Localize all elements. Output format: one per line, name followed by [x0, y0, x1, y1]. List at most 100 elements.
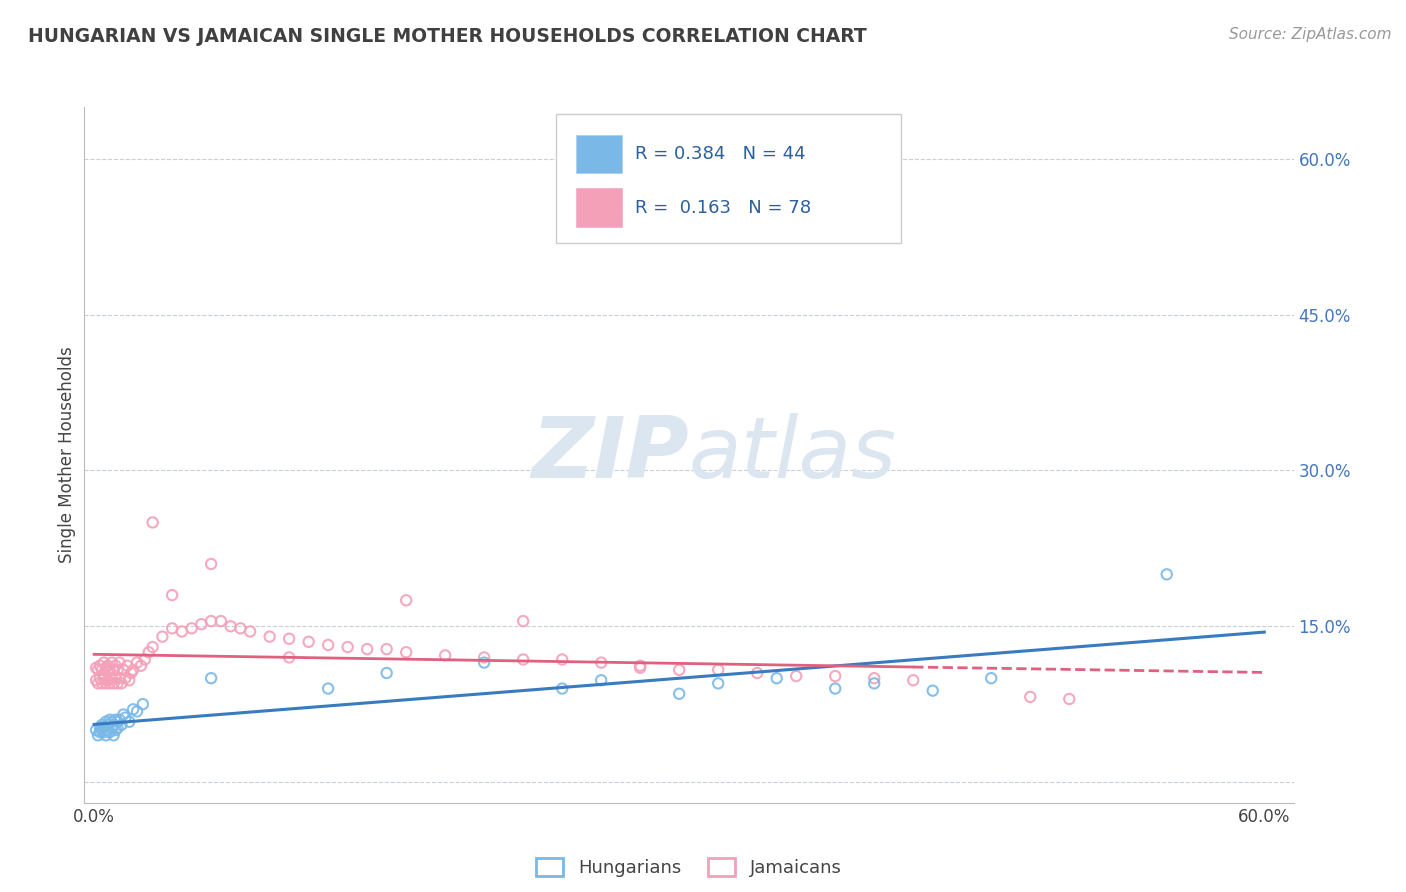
Point: [94, 714, 117, 729]
Point: [90, 718, 112, 732]
Point: [138, 645, 160, 659]
Point: [93, 656, 115, 670]
Point: [107, 676, 129, 690]
Point: [103, 718, 125, 732]
Point: [89, 721, 111, 735]
Point: [200, 557, 222, 571]
Point: [628, 661, 651, 675]
Point: [356, 642, 378, 657]
Point: [104, 723, 127, 738]
Point: [93, 720, 115, 734]
Point: [160, 621, 183, 635]
Point: [110, 718, 132, 732]
Point: [84, 723, 107, 738]
Point: [94, 728, 117, 742]
Point: [93, 671, 115, 685]
Point: [200, 614, 222, 628]
Point: [94, 676, 117, 690]
Point: [89, 725, 111, 739]
Point: [87, 676, 110, 690]
Point: [90, 663, 112, 677]
Point: [125, 656, 148, 670]
Point: [87, 728, 110, 742]
Point: [129, 658, 152, 673]
Point: [94, 661, 117, 675]
Point: [89, 671, 111, 685]
Point: [117, 658, 139, 673]
FancyBboxPatch shape: [576, 135, 623, 173]
Point: [104, 658, 127, 673]
Point: [824, 681, 846, 696]
Point: [98, 663, 121, 677]
Point: [229, 621, 252, 635]
Point: [160, 588, 183, 602]
Point: [1057, 692, 1080, 706]
Point: [98, 713, 121, 727]
Point: [98, 676, 121, 690]
Y-axis label: Single Mother Households: Single Mother Households: [58, 347, 76, 563]
Point: [785, 669, 807, 683]
Point: [375, 642, 398, 657]
Point: [114, 711, 136, 725]
Point: [472, 656, 495, 670]
Point: [375, 665, 398, 680]
Text: atlas: atlas: [689, 413, 897, 497]
Point: [434, 648, 457, 663]
Point: [668, 663, 690, 677]
Point: [219, 619, 242, 633]
Point: [104, 671, 127, 685]
Point: [84, 673, 107, 688]
Point: [150, 630, 173, 644]
Point: [98, 725, 121, 739]
Point: [200, 671, 222, 685]
Point: [190, 617, 212, 632]
Point: [107, 714, 129, 729]
Point: [90, 723, 112, 738]
Point: [591, 656, 613, 670]
Text: ZIP: ZIP: [531, 413, 689, 497]
Point: [93, 725, 115, 739]
Point: [125, 705, 148, 719]
Point: [112, 663, 135, 677]
FancyBboxPatch shape: [555, 114, 901, 243]
Point: [103, 663, 125, 677]
Point: [278, 650, 301, 665]
Point: [747, 665, 769, 680]
Point: [118, 673, 141, 688]
Point: [107, 663, 129, 677]
Point: [591, 673, 613, 688]
Point: [100, 671, 122, 685]
Point: [97, 723, 120, 738]
Point: [100, 656, 122, 670]
Point: [921, 683, 943, 698]
Point: [120, 665, 142, 680]
Point: [142, 516, 165, 530]
Point: [336, 640, 359, 654]
Point: [863, 671, 886, 685]
Point: [114, 671, 136, 685]
Point: [903, 673, 925, 688]
Point: [980, 671, 1002, 685]
Point: [180, 621, 202, 635]
Point: [316, 638, 339, 652]
Point: [87, 663, 110, 677]
Point: [395, 645, 418, 659]
Point: [863, 676, 886, 690]
Point: [110, 676, 132, 690]
Point: [97, 673, 120, 688]
Point: [707, 663, 730, 677]
Point: [122, 702, 145, 716]
Point: [100, 721, 122, 735]
Text: R = 0.384   N = 44: R = 0.384 N = 44: [634, 145, 806, 163]
Point: [132, 697, 155, 711]
Point: [1019, 690, 1042, 704]
Point: [278, 632, 301, 646]
Text: HUNGARIAN VS JAMAICAN SINGLE MOTHER HOUSEHOLDS CORRELATION CHART: HUNGARIAN VS JAMAICAN SINGLE MOTHER HOUS…: [28, 27, 868, 45]
Point: [122, 663, 145, 677]
Text: R =  0.163   N = 78: R = 0.163 N = 78: [634, 199, 811, 217]
Point: [134, 652, 156, 666]
Point: [89, 658, 111, 673]
Point: [628, 658, 651, 673]
Point: [107, 721, 129, 735]
Point: [103, 728, 125, 742]
